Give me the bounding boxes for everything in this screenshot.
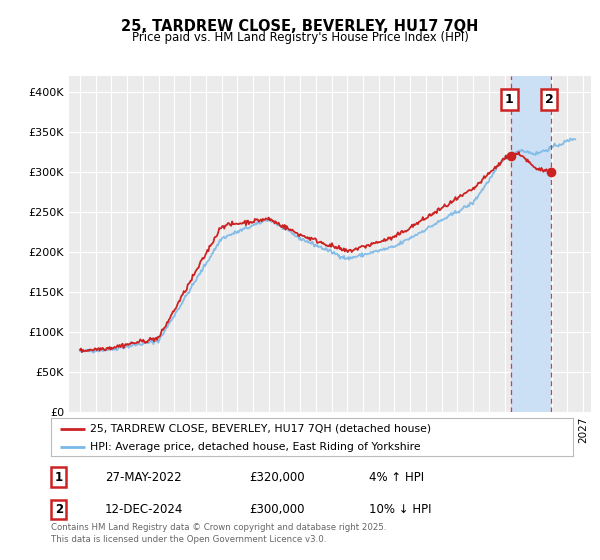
Text: HPI: Average price, detached house, East Riding of Yorkshire: HPI: Average price, detached house, East…: [90, 442, 421, 452]
Text: 25, TARDREW CLOSE, BEVERLEY, HU17 7QH: 25, TARDREW CLOSE, BEVERLEY, HU17 7QH: [121, 19, 479, 34]
Text: 12-DEC-2024: 12-DEC-2024: [105, 503, 184, 516]
Bar: [511, 76, 551, 412]
Text: 4% ↑ HPI: 4% ↑ HPI: [369, 470, 424, 484]
Text: Price paid vs. HM Land Registry's House Price Index (HPI): Price paid vs. HM Land Registry's House …: [131, 31, 469, 44]
Text: £320,000: £320,000: [249, 470, 305, 484]
Text: 1: 1: [55, 470, 63, 484]
Text: 10% ↓ HPI: 10% ↓ HPI: [369, 503, 431, 516]
Bar: [511, 76, 551, 412]
Text: 2: 2: [545, 93, 554, 106]
Text: Contains HM Land Registry data © Crown copyright and database right 2025.
This d: Contains HM Land Registry data © Crown c…: [51, 523, 386, 544]
Text: 27-MAY-2022: 27-MAY-2022: [105, 470, 182, 484]
Text: 25, TARDREW CLOSE, BEVERLEY, HU17 7QH (detached house): 25, TARDREW CLOSE, BEVERLEY, HU17 7QH (d…: [90, 423, 431, 433]
Text: 1: 1: [505, 93, 514, 106]
Text: £300,000: £300,000: [249, 503, 305, 516]
Text: 2: 2: [55, 503, 63, 516]
